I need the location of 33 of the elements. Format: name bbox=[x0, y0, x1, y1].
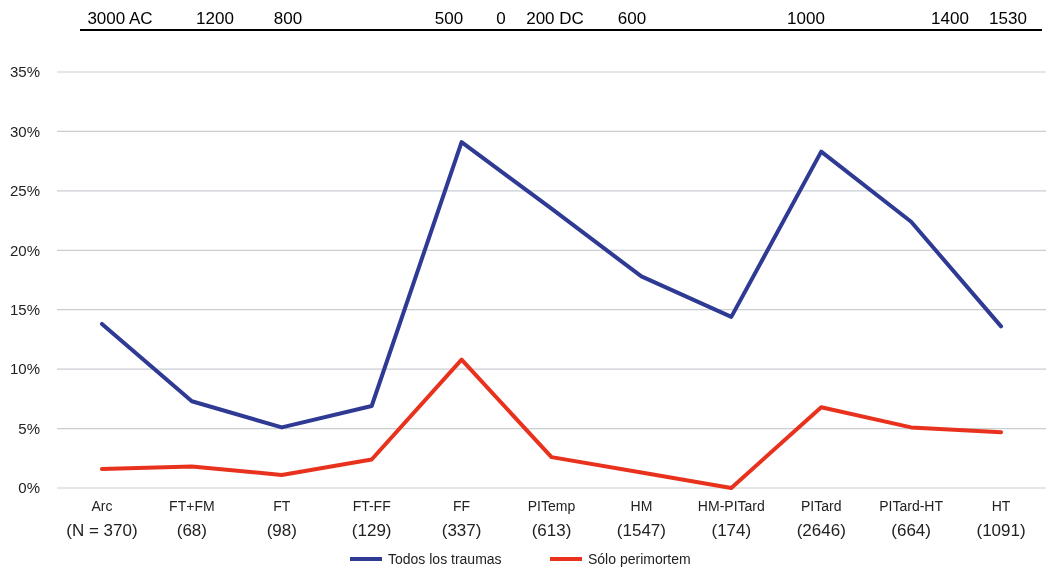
x-tick-label: PITemp (613) bbox=[527, 498, 576, 540]
x-tick-label: FT+FM (68) bbox=[169, 498, 215, 540]
text: 600 bbox=[617, 9, 647, 28]
text: 1000 bbox=[787, 9, 825, 28]
line-series bbox=[99, 140, 1004, 430]
y-tick-label: 0% bbox=[18, 479, 40, 497]
y-tick-label: 15% bbox=[9, 300, 40, 318]
y-tick-label: 35% bbox=[9, 63, 40, 81]
x-tick-label: HM-PITard (174) bbox=[697, 498, 765, 540]
y-tick-label: 10% bbox=[9, 360, 40, 378]
x-tick-label: PITard-HT (664) bbox=[879, 498, 944, 540]
y-tick-label: 30% bbox=[9, 122, 40, 140]
y-tick-label: 5% bbox=[18, 419, 40, 437]
text: 3000 AC bbox=[87, 9, 153, 28]
x-tick-label: FT-FF (129) bbox=[351, 498, 392, 540]
text: 1530 bbox=[989, 9, 1027, 28]
text: 1400 bbox=[931, 9, 969, 28]
text: 1200 bbox=[196, 9, 234, 28]
x-tick-label: Arc (N = 370) bbox=[66, 498, 138, 540]
text: 500 bbox=[434, 9, 464, 28]
x-tick-label: HM (1547) bbox=[616, 498, 666, 540]
legend-label: Todos los traumas bbox=[388, 551, 502, 567]
y-tick-label: 25% bbox=[9, 182, 40, 200]
line-series bbox=[99, 357, 1004, 490]
legend-label: Sólo perimortem bbox=[588, 551, 691, 567]
x-tick-label: HT (1091) bbox=[976, 498, 1026, 540]
x-tick-label: FT (98) bbox=[266, 498, 297, 540]
text: 0 bbox=[496, 9, 506, 28]
y-tick-label: 20% bbox=[9, 241, 40, 259]
text: 200 DC bbox=[526, 9, 584, 28]
x-tick-label: FF (337) bbox=[441, 498, 482, 540]
text: 800 bbox=[273, 9, 303, 28]
x-tick-label: PITard (2646) bbox=[796, 498, 846, 540]
